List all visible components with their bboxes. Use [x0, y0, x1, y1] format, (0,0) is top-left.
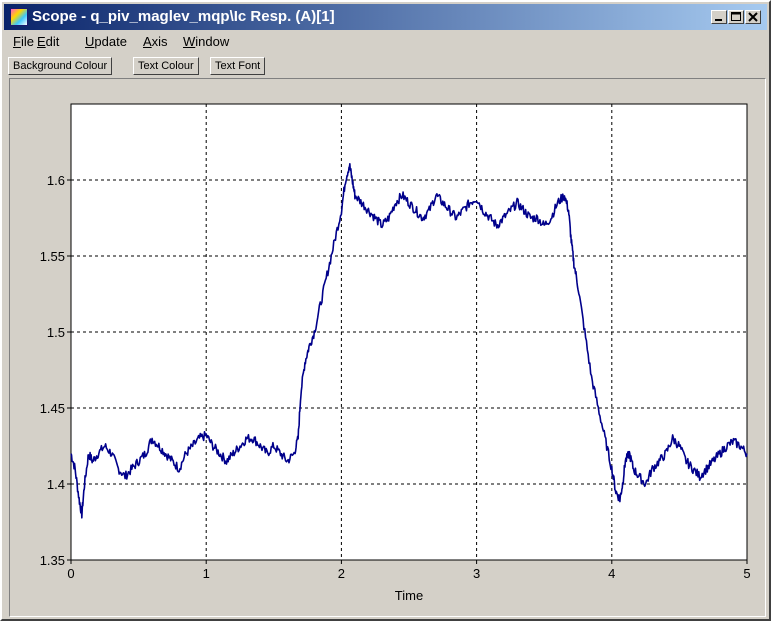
- x-tick-label: 1: [203, 566, 210, 581]
- y-tick-label: 1.6: [47, 173, 65, 188]
- signal-line: [70, 163, 748, 519]
- x-tick-label: 3: [473, 566, 480, 581]
- background-colour-button[interactable]: Background Colour: [8, 57, 113, 75]
- menu-file[interactable]: File: [13, 34, 34, 49]
- y-tick-label: 1.5: [47, 325, 65, 340]
- close-icon: [748, 12, 758, 22]
- maximize-icon: [731, 12, 741, 21]
- menu-axis[interactable]: Axis: [143, 34, 168, 49]
- title-bar[interactable]: Scope - q_piv_maglev_mqp\Ic Resp. (A)[1]: [4, 4, 767, 30]
- menu-window[interactable]: Window: [183, 34, 230, 49]
- y-tick-label: 1.4: [47, 477, 65, 492]
- x-axis-label: Time: [395, 588, 423, 603]
- text-font-button[interactable]: Text Font: [210, 57, 266, 75]
- y-tick-label: 1.55: [40, 249, 65, 264]
- x-tick-label: 5: [743, 566, 750, 581]
- y-tick-label: 1.35: [40, 553, 65, 568]
- minimize-button[interactable]: [711, 10, 727, 24]
- scope-chart: 0 1 2 3 4 5 1.35 1.4 1.45 1.5 1.55 1.6 Time: [40, 103, 751, 603]
- minimize-icon: [715, 19, 722, 21]
- scope-app-icon: [10, 8, 28, 26]
- menu-edit[interactable]: Edit: [37, 34, 60, 49]
- window-title: Scope - q_piv_maglev_mqp\Ic Resp. (A)[1]: [32, 8, 335, 25]
- close-button[interactable]: [745, 10, 761, 24]
- menu-update[interactable]: Update: [85, 34, 127, 49]
- toolbar: Background Colour Text Colour Text Font: [4, 55, 767, 77]
- x-tick-label: 0: [67, 566, 74, 581]
- plot-canvas: 0 1 2 3 4 5 1.35 1.4 1.45 1.5 1.55 1.6 Time: [9, 78, 766, 617]
- x-tick-label: 2: [338, 566, 345, 581]
- text-colour-button[interactable]: Text Colour: [133, 57, 199, 75]
- x-tick-label: 4: [608, 566, 615, 581]
- maximize-button[interactable]: [728, 10, 744, 24]
- y-tick-label: 1.45: [40, 401, 65, 416]
- menu-bar: File Edit Update Axis Window: [4, 31, 767, 53]
